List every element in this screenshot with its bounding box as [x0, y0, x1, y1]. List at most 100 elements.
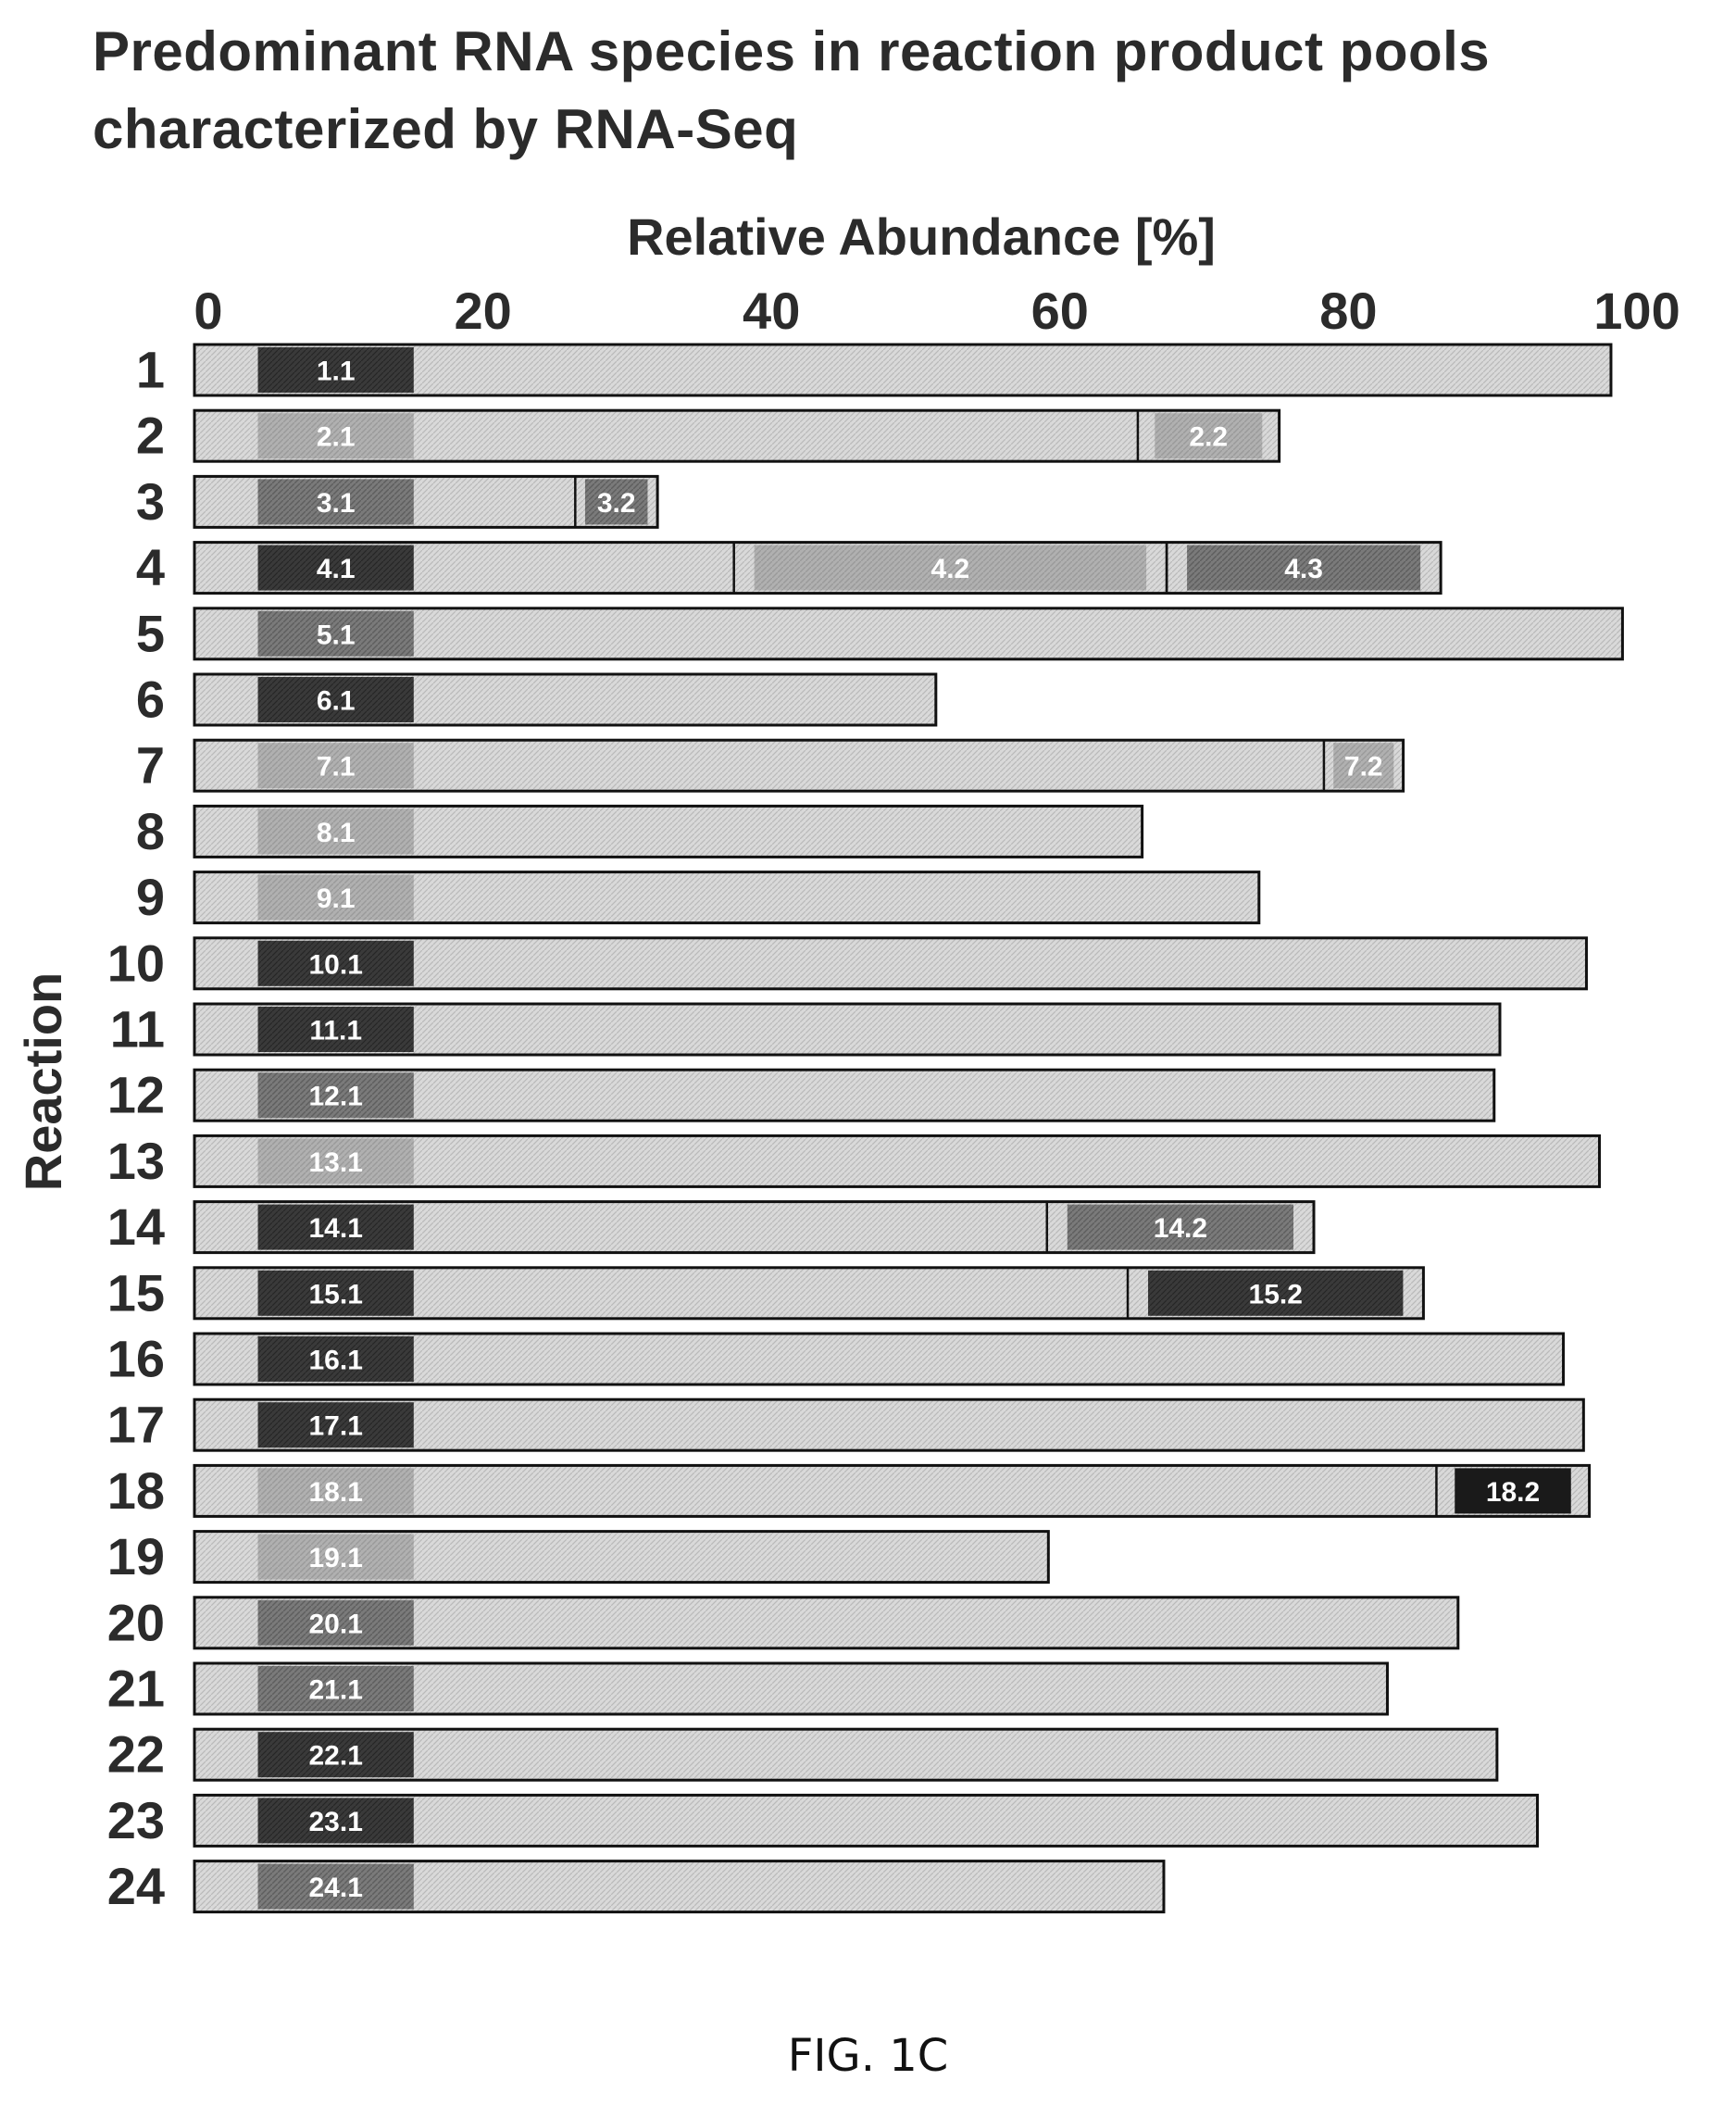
reaction-label: 24	[107, 1857, 165, 1915]
species-label: 4.1	[317, 554, 356, 584]
reaction-row: 7 7.1 7.2	[136, 736, 1405, 795]
species-label: 3.2	[597, 488, 636, 519]
reaction-label: 8	[136, 802, 165, 860]
species-label: 21.1	[308, 1675, 362, 1706]
reaction-label: 18	[107, 1461, 165, 1520]
reaction-label: 12	[107, 1066, 165, 1124]
reaction-label: 16	[107, 1330, 165, 1388]
species-label: 3.1	[317, 488, 356, 519]
reaction-row: 22 22.1	[107, 1725, 1499, 1784]
total-bar	[193, 343, 1613, 397]
species-segment	[257, 1599, 414, 1646]
reaction-label: 19	[107, 1527, 165, 1585]
species-label: 19.1	[308, 1543, 362, 1573]
reaction-label: 23	[107, 1791, 165, 1849]
x-axis-label: Relative Abundance [%]	[627, 207, 1216, 266]
reaction-row: 6 6.1	[136, 670, 938, 729]
species-label: 9.1	[317, 883, 356, 914]
species-segment	[257, 1863, 414, 1910]
x-tick-label: 40	[743, 282, 800, 340]
species-label: 18.2	[1486, 1477, 1540, 1508]
species-label: 7.1	[317, 752, 356, 783]
reaction-label: 17	[107, 1396, 165, 1454]
species-segment	[257, 1798, 414, 1844]
total-bar	[193, 1332, 1566, 1386]
species-segment	[257, 413, 414, 459]
species-segment	[257, 1204, 414, 1250]
species-label: 20.1	[308, 1609, 362, 1639]
figure-caption: FIG. 1C	[787, 2030, 949, 2082]
species-segment	[1148, 1270, 1404, 1316]
species-segment	[257, 1336, 414, 1382]
species-segment	[257, 479, 414, 525]
reaction-row: 9 9.1	[136, 868, 1261, 926]
reaction-row: 20 20.1	[107, 1593, 1460, 1651]
reaction-row: 17 17.1	[107, 1396, 1585, 1454]
species-label: 11.1	[309, 1016, 362, 1046]
reaction-label: 7	[136, 736, 165, 795]
reaction-label: 20	[107, 1593, 165, 1651]
bars-group: 1 1.12 2.1 2.23 3.1 3.24 4.1 4.2 4.35 5.16 6.17 7.1…	[107, 341, 1624, 1915]
species-segment	[584, 479, 648, 525]
reaction-row: 3 3.1 3.2	[136, 472, 659, 531]
reaction-label: 4	[136, 538, 165, 596]
reaction-label: 1	[136, 341, 165, 399]
species-label: 17.1	[308, 1411, 362, 1442]
reaction-label: 5	[136, 604, 165, 662]
species-label: 13.1	[308, 1147, 362, 1178]
species-label: 4.3	[1284, 554, 1323, 584]
species-label: 5.1	[317, 620, 356, 650]
reaction-label: 10	[107, 933, 165, 992]
reaction-label: 3	[136, 472, 165, 531]
species-segment	[1067, 1204, 1294, 1250]
species-label: 1.1	[317, 357, 356, 387]
species-segment	[1455, 1468, 1571, 1514]
x-tick-label: 100	[1593, 282, 1680, 340]
species-segment	[257, 1666, 414, 1711]
species-label: 6.1	[317, 686, 356, 717]
total-bar	[193, 936, 1588, 991]
species-label: 15.1	[308, 1279, 362, 1309]
species-segment	[257, 545, 414, 591]
species-label: 22.1	[308, 1741, 362, 1772]
reaction-label: 14	[107, 1197, 165, 1256]
species-label: 4.2	[931, 554, 970, 584]
y-axis-label: Reaction	[14, 972, 72, 1192]
species-segment	[257, 347, 414, 393]
species-segment	[257, 610, 414, 657]
reaction-row: 10 10.1	[107, 933, 1588, 992]
reaction-label: 2	[136, 407, 165, 465]
x-tick-label: 80	[1319, 282, 1377, 340]
total-bar	[193, 1397, 1585, 1452]
species-segment	[1187, 545, 1421, 591]
reaction-row: 14 14.1 14.2	[107, 1197, 1316, 1256]
reaction-label: 9	[136, 868, 165, 926]
x-tick-labels: 0 20 40 60 80 100	[194, 282, 1680, 340]
reaction-label: 21	[107, 1660, 165, 1718]
total-bar	[193, 1463, 1592, 1518]
species-label: 7.2	[1344, 752, 1383, 783]
reaction-row: 23 23.1	[107, 1791, 1539, 1849]
reaction-row: 11 11.1	[110, 1000, 1502, 1059]
x-tick-label: 60	[1031, 282, 1089, 340]
species-segment	[754, 545, 1147, 591]
total-bar	[193, 607, 1624, 661]
species-segment	[257, 1732, 414, 1778]
species-label: 8.1	[317, 818, 356, 848]
reaction-row: 1 1.1	[136, 341, 1613, 399]
reaction-label: 13	[107, 1132, 165, 1190]
reaction-label: 6	[136, 670, 165, 729]
species-label: 10.1	[308, 949, 362, 980]
reaction-row: 4 4.1 4.2 4.3	[136, 538, 1443, 596]
species-segment	[257, 1007, 414, 1052]
total-bar	[193, 1134, 1601, 1188]
species-label: 2.2	[1189, 422, 1228, 453]
reaction-row: 15 15.1 15.2	[107, 1263, 1425, 1322]
chart-title: Predominant RNA species in reaction prod…	[93, 20, 1491, 160]
species-segment	[1333, 743, 1394, 789]
species-label: 24.1	[308, 1873, 362, 1903]
species-label: 16.1	[308, 1346, 362, 1376]
species-label: 23.1	[308, 1807, 362, 1837]
species-label: 14.1	[308, 1213, 362, 1244]
